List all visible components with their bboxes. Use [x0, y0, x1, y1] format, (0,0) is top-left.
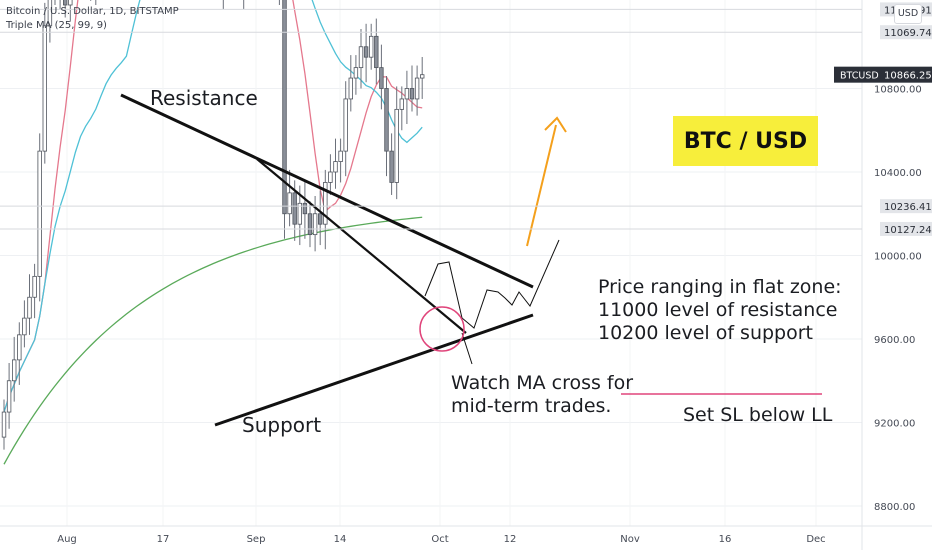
breakdown-tick [461, 332, 473, 365]
moving-average-lines [3, 0, 423, 465]
candle-body [47, 0, 53, 27]
support-line [214, 313, 534, 427]
candle-body [338, 150, 343, 162]
time-tick-label: 12 [504, 534, 517, 545]
candle-body [297, 202, 302, 225]
price-level-bg [880, 199, 932, 214]
ma-note-line2: mid-term trades. [451, 395, 612, 417]
time-tick-label: Oct [431, 534, 448, 545]
ma-fast-line [3, 0, 423, 413]
price-level-bg [880, 221, 932, 236]
price-tick-label: 8800.00 [874, 502, 915, 513]
candle-body [333, 161, 338, 173]
candle-body [419, 74, 425, 79]
price-level-label: 10127.24 [884, 225, 932, 236]
candle-body [348, 77, 353, 100]
arrow-head [544, 116, 567, 133]
candle-body [394, 108, 399, 183]
candle-body [302, 202, 308, 215]
candle-body [404, 88, 410, 100]
candle-body [384, 88, 389, 152]
time-tick-label: 17 [157, 534, 170, 545]
candle-body [17, 334, 22, 361]
candle-body [307, 213, 313, 236]
candle-body [27, 296, 32, 319]
indicator-title: Triple MA (25, 99, 9) [6, 20, 107, 31]
candle-body [343, 98, 348, 152]
stop-loss-note: Set SL below LL [683, 404, 833, 426]
time-tick-label: Sep [247, 534, 266, 545]
candle-body [323, 182, 328, 225]
candle-body [374, 35, 379, 69]
btc-usd-tag: BTC / USD [673, 116, 818, 166]
candle-body [409, 88, 415, 100]
candle-body [317, 213, 323, 225]
resistance-line [120, 93, 534, 289]
time-tick-label: 16 [719, 534, 732, 545]
price-level-label: 10236.41 [884, 202, 932, 213]
price-tick-label: 10400.00 [874, 168, 922, 179]
price-level-bg [880, 25, 932, 40]
time-tick-label: 14 [334, 534, 347, 545]
time-tick-label: Dec [806, 534, 825, 545]
candle-body [22, 317, 27, 336]
breakout-arrow [526, 124, 557, 247]
range-note-line1: Price ranging in flat zone: [598, 276, 842, 298]
price-tick-label: 10800.00 [874, 85, 922, 96]
candle-body [68, 0, 73, 6]
time-axis: Aug 17 Sep 14 Oct 12 Nov 16 Dec [57, 534, 825, 545]
price-tag-bg [880, 66, 932, 83]
price-axis: 8800.00 9200.00 9600.00 10000.00 10400.00 108… [0, 2, 932, 513]
candle-body [414, 77, 420, 100]
candle-body [399, 98, 404, 110]
candle-body [1, 411, 7, 438]
candle-body [42, 25, 47, 152]
range-note-line2: 11000 level of resistance [598, 299, 838, 321]
ma-slow-line [3, 216, 423, 465]
candle-body [37, 150, 42, 277]
price-tick-label: 9200.00 [874, 419, 915, 430]
currency-button[interactable]: USD [894, 4, 922, 24]
range-note-line3: 10200 level of support [598, 322, 814, 344]
symbol-title: Bitcoin / U.S. Dollar, 1D, BITSTAMP [6, 6, 179, 17]
price-level-label: 11069.74 [884, 28, 932, 39]
candle-body [6, 380, 12, 413]
candle-body [11, 359, 17, 382]
candle-body [358, 46, 364, 69]
symbol-tag: BTCUSD [840, 71, 879, 82]
candle-body [287, 192, 292, 215]
candle-body [312, 213, 318, 236]
symbol-tag-bg [834, 66, 880, 83]
time-tick-label: Aug [57, 534, 77, 545]
candle-body [379, 67, 384, 89]
resistance-label: Resistance [150, 86, 258, 110]
candle-body [353, 67, 359, 79]
projection-zigzag [424, 239, 560, 329]
candle-body [292, 192, 297, 225]
support-label: Support [242, 413, 322, 437]
candle-body [32, 275, 37, 298]
ma-note-line1: Watch MA cross for [451, 372, 634, 394]
candle-body [368, 35, 374, 58]
ma-cross-circle [419, 306, 465, 352]
current-price-label: 10866.25 [884, 71, 932, 82]
candle-body [328, 171, 333, 183]
ma-mid-line [3, 0, 423, 413]
candlestick-series [1, 0, 425, 450]
trend-drawings [120, 93, 822, 427]
price-tick-label: 10000.00 [874, 252, 922, 263]
candle-body [282, 0, 287, 215]
candle-body [63, 0, 68, 6]
candle-body [363, 46, 369, 58]
candle-body [389, 150, 394, 183]
price-tick-label: 9600.00 [874, 335, 915, 346]
time-tick-label: Nov [620, 534, 640, 545]
inner-trend-line [256, 158, 467, 334]
